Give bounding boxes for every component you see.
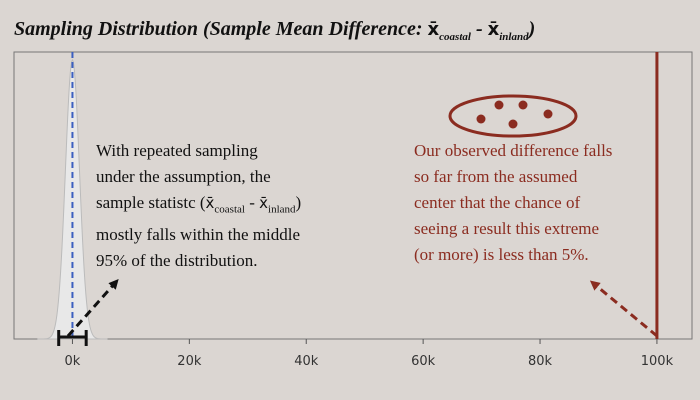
sample-dot bbox=[543, 109, 553, 119]
x-tick-label: 100k bbox=[641, 354, 674, 369]
sample-dot bbox=[518, 100, 528, 110]
note-right-line: (or more) is less than 5%. bbox=[414, 245, 589, 264]
x-tick-label: 40k bbox=[294, 354, 319, 369]
note-left-line: With repeated sampling bbox=[96, 141, 258, 160]
note-right-line: so far from the assumed bbox=[414, 167, 578, 186]
x-tick-label: 80k bbox=[528, 354, 553, 369]
plot-frame bbox=[13, 51, 693, 340]
sample-dots-ellipse bbox=[448, 94, 578, 138]
note-left-line: under the assumption, the bbox=[96, 167, 271, 186]
x-tick-label: 0k bbox=[65, 354, 81, 369]
note-sampling-explanation: With repeated sampling under the assumpt… bbox=[96, 138, 346, 274]
note-right-line: Our observed difference falls bbox=[414, 141, 613, 160]
sample-dot bbox=[476, 114, 486, 124]
note-left-line: mostly falls within the middle bbox=[96, 225, 300, 245]
note-right-line: seeing a result this extreme bbox=[414, 219, 600, 238]
x-tick-label: 60k bbox=[411, 354, 436, 369]
note-left-line: 95% of the distribution. bbox=[96, 251, 258, 271]
distribution-curve bbox=[37, 58, 108, 340]
confidence-interval-bracket bbox=[57, 330, 88, 346]
sample-dot bbox=[508, 119, 518, 129]
chart-title: Sampling Distribution (Sample Mean Diffe… bbox=[14, 18, 536, 43]
sample-dot bbox=[494, 100, 504, 110]
note-right-line: center that the chance of bbox=[414, 193, 581, 212]
arrow-right-note bbox=[589, 280, 658, 338]
x-tick-label: 20k bbox=[177, 354, 202, 369]
note-observed-difference: Our observed difference falls so far fro… bbox=[414, 138, 674, 268]
note-left-line: sample statistc (x̄coastal - x̄inland) bbox=[96, 193, 302, 216]
